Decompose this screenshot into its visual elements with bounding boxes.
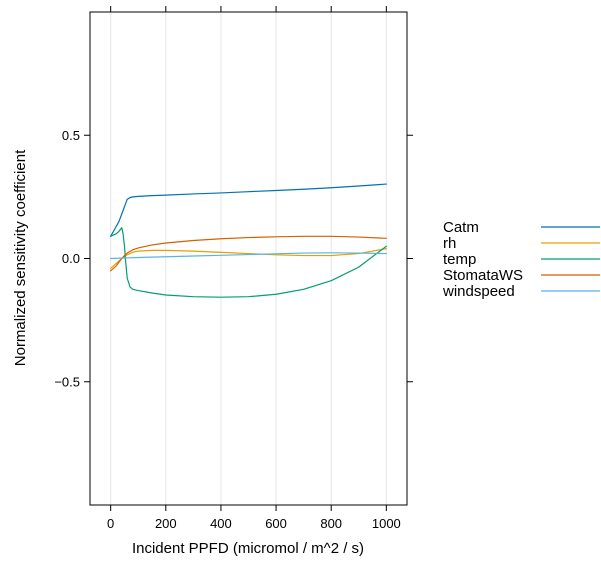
legend-label-rh: rh [443,235,456,252]
x-tick-label-2: 400 [210,516,232,531]
series-line-stomataws [110,235,387,272]
grid-lines [110,12,387,505]
x-tick-label-4: 800 [320,516,342,531]
y-tick-label-1: 0.0 [62,251,80,266]
x-tick-label-5: 1000 [372,516,401,531]
series-line-temp [110,227,387,298]
series-line-windspeed [110,252,387,260]
x-tick-label-1: 200 [155,516,177,531]
y-tick-label-0: −0.5 [54,374,80,389]
plot-frame [89,11,408,506]
x-tick-label-0: 0 [107,516,114,531]
legend-label-windspeed: windspeed [442,283,515,300]
y-axis-title: Normalized sensitivity coefficient [12,149,29,366]
series-lines [110,183,387,298]
legend-label-temp: temp [443,251,476,268]
x-axis-title: Incident PPFD (micromol / m^2 / s) [132,540,364,557]
axes: 0 200 400 600 800 1000 −0.5 0.0 0.5 [54,6,413,531]
x-tick-label-3: 600 [265,516,287,531]
legend-label-stomataws: StomataWS [443,267,523,284]
series-line-catm [110,183,387,237]
legend-label-catm: Catm [443,219,479,236]
y-tick-label-2: 0.5 [62,128,80,143]
series-line-rh [110,248,387,269]
